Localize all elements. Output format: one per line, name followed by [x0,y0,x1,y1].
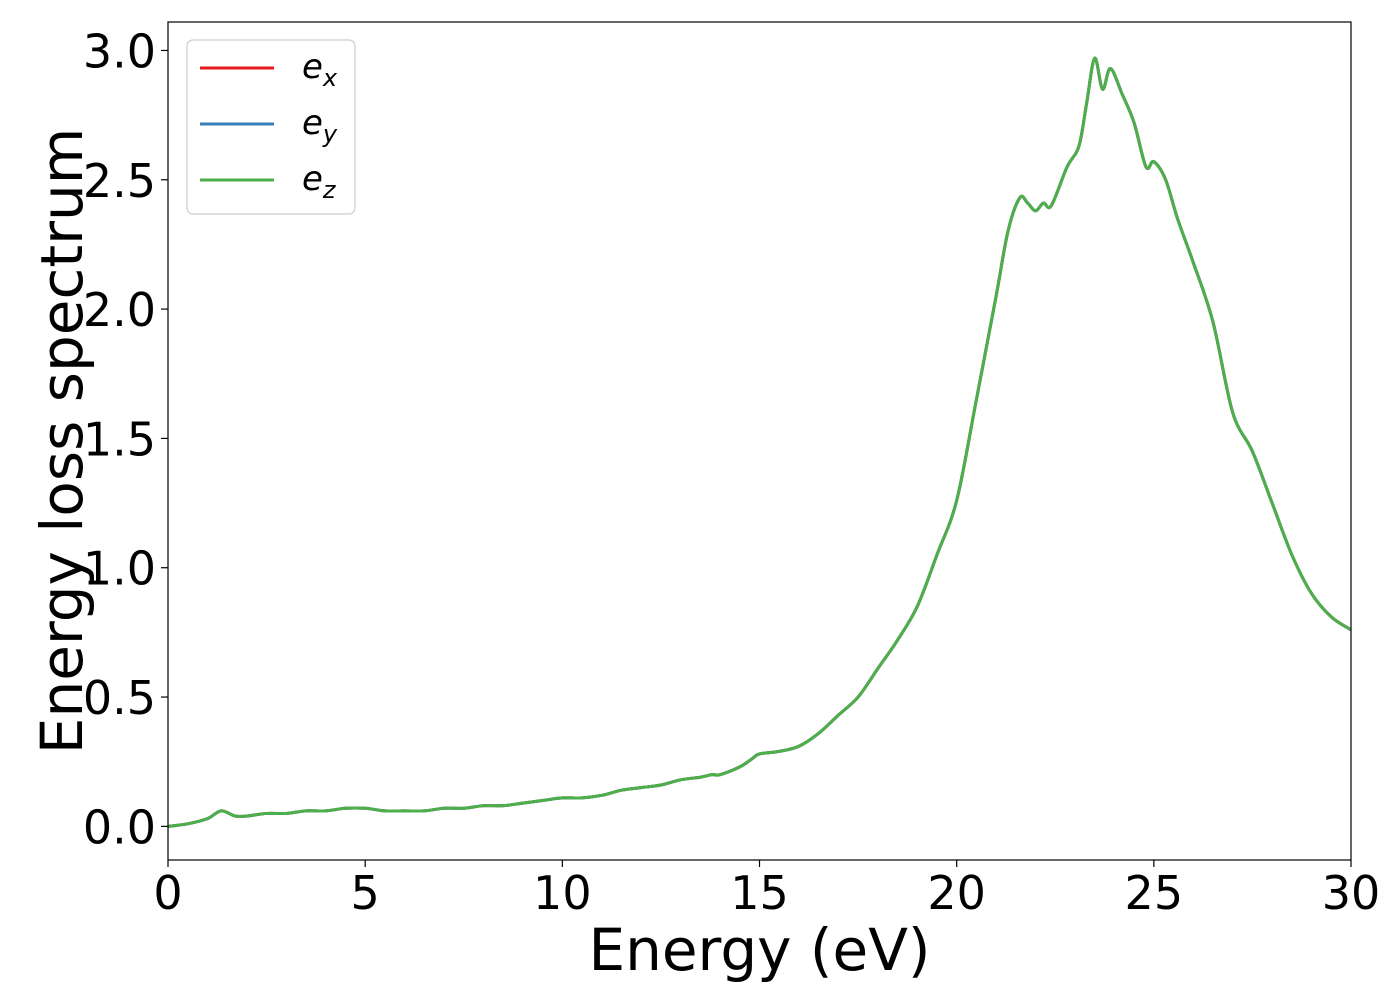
x-tick-label: 25 [1125,866,1184,920]
y-axis-label: Energy loss spectrum [28,128,96,754]
y-axis-ticks: 0.0 0.5 1.0 1.5 2.0 2.5 3.0 [83,24,168,854]
legend-box [186,39,356,215]
legend-label: ey [302,103,338,148]
y-tick-label: 1.5 [83,412,156,466]
x-tick-label: 0 [153,866,182,920]
x-axis-label: Energy (eV) [588,916,930,984]
y-tick-label: 2.5 [83,154,156,208]
legend-label: ez [302,159,337,204]
x-tick-label: 30 [1322,866,1381,920]
y-tick-label: 3.0 [83,24,156,78]
legend-label: ex [302,47,338,92]
y-tick-label: 0.0 [83,800,156,854]
y-tick-label: 1.0 [83,542,156,596]
x-tick-label: 20 [927,866,986,920]
series-layer [168,56,1351,828]
x-tick-label: 15 [730,866,789,920]
x-tick-label: 5 [351,866,380,920]
x-tick-label: 10 [533,866,592,920]
y-tick-label: 2.0 [83,283,156,337]
x-axis-ticks: 0 5 10 15 20 25 30 [153,860,1380,920]
y-tick-label: 0.5 [83,671,156,725]
legend: ex ey ez [186,39,356,215]
series-line-e-z [168,56,1351,828]
